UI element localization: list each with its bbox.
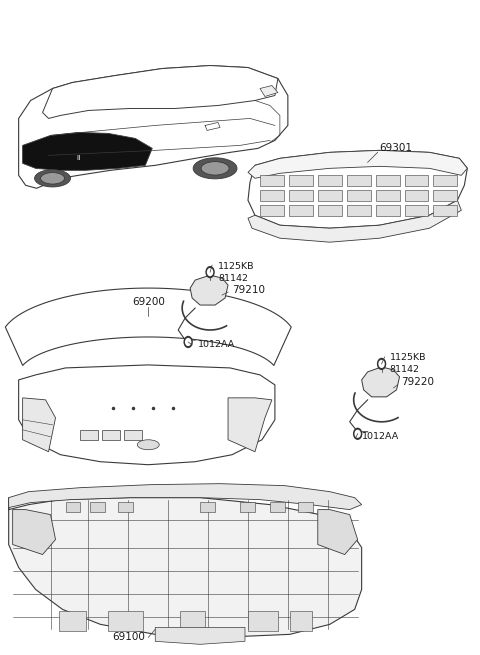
Polygon shape <box>318 176 342 186</box>
Polygon shape <box>347 191 371 201</box>
Polygon shape <box>433 205 457 216</box>
Polygon shape <box>405 176 429 186</box>
Polygon shape <box>376 205 399 216</box>
Polygon shape <box>260 205 284 216</box>
Polygon shape <box>270 502 285 512</box>
Polygon shape <box>108 611 144 631</box>
Polygon shape <box>190 275 228 305</box>
Polygon shape <box>289 191 313 201</box>
Text: 69100: 69100 <box>112 632 145 643</box>
Ellipse shape <box>41 172 64 184</box>
Polygon shape <box>433 176 457 186</box>
Polygon shape <box>59 611 86 631</box>
Polygon shape <box>361 367 399 397</box>
Text: Ⅱ: Ⅱ <box>77 155 80 161</box>
Polygon shape <box>19 365 275 464</box>
Polygon shape <box>260 86 278 96</box>
Polygon shape <box>23 132 152 170</box>
Polygon shape <box>289 176 313 186</box>
Polygon shape <box>12 510 56 555</box>
Polygon shape <box>248 151 468 228</box>
Polygon shape <box>248 151 468 178</box>
Text: 1125KB: 1125KB <box>218 261 254 271</box>
Polygon shape <box>155 627 245 645</box>
Polygon shape <box>228 398 272 452</box>
Circle shape <box>379 360 384 367</box>
Polygon shape <box>180 611 205 631</box>
Circle shape <box>207 269 213 276</box>
Polygon shape <box>347 176 371 186</box>
Ellipse shape <box>137 440 159 450</box>
Polygon shape <box>376 176 399 186</box>
Polygon shape <box>260 191 284 201</box>
Polygon shape <box>9 483 361 510</box>
Text: 1012AA: 1012AA <box>361 432 399 441</box>
Polygon shape <box>298 502 313 512</box>
Polygon shape <box>405 191 429 201</box>
Text: 79220: 79220 <box>402 377 434 387</box>
Circle shape <box>186 339 191 345</box>
Text: 81142: 81142 <box>390 365 420 375</box>
Polygon shape <box>318 510 358 555</box>
Polygon shape <box>119 502 133 512</box>
Polygon shape <box>124 430 142 440</box>
Polygon shape <box>260 176 284 186</box>
Text: 81142: 81142 <box>218 274 248 282</box>
Circle shape <box>354 428 361 440</box>
Ellipse shape <box>193 158 237 179</box>
Polygon shape <box>376 191 399 201</box>
Circle shape <box>378 358 385 369</box>
Polygon shape <box>102 430 120 440</box>
Polygon shape <box>43 66 278 119</box>
Polygon shape <box>318 205 342 216</box>
Polygon shape <box>9 498 361 637</box>
Polygon shape <box>81 430 98 440</box>
Polygon shape <box>90 502 106 512</box>
Polygon shape <box>65 502 81 512</box>
Polygon shape <box>433 191 457 201</box>
Polygon shape <box>248 611 278 631</box>
Polygon shape <box>23 398 56 452</box>
Circle shape <box>184 337 192 347</box>
Polygon shape <box>248 200 461 242</box>
Text: 69200: 69200 <box>132 297 165 307</box>
Polygon shape <box>5 288 291 365</box>
Polygon shape <box>240 502 255 512</box>
Text: 1125KB: 1125KB <box>390 354 426 362</box>
Polygon shape <box>405 205 429 216</box>
Circle shape <box>355 430 360 437</box>
Ellipse shape <box>201 162 229 175</box>
Polygon shape <box>318 191 342 201</box>
Text: 69301: 69301 <box>380 143 413 153</box>
Polygon shape <box>19 66 288 188</box>
Polygon shape <box>347 205 371 216</box>
Ellipse shape <box>35 170 71 187</box>
Circle shape <box>206 267 214 278</box>
Polygon shape <box>289 205 313 216</box>
Text: 79210: 79210 <box>232 285 265 295</box>
Text: 1012AA: 1012AA <box>198 341 235 350</box>
Polygon shape <box>200 502 215 512</box>
Polygon shape <box>290 611 312 631</box>
